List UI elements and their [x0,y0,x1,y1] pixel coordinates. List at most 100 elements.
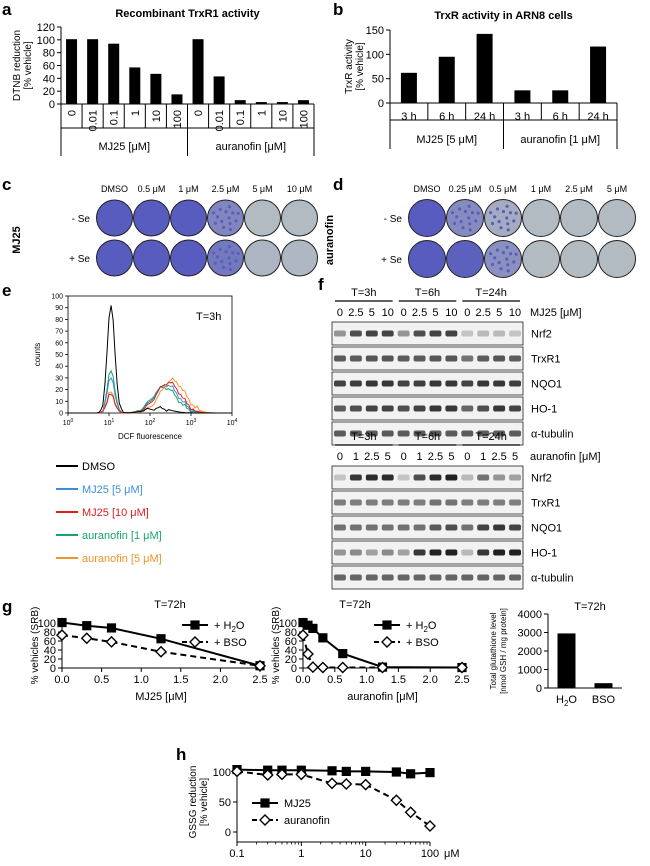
blot-band [397,549,410,556]
blot-band [461,549,474,556]
y-tick-label: 100 [38,618,56,630]
y-tick-label: 0 [536,683,542,695]
blot-dose-label: 5 [448,451,454,463]
x-tick-exponent: 1 [112,418,115,424]
x-tick-label: 10 [360,848,372,860]
blot-band [509,330,521,337]
colony-dot [505,216,509,220]
y-tick-label: 3000 [518,628,542,640]
data-point-auranofin [295,768,308,781]
blot-band [461,430,474,437]
data-point-+ H2O [156,634,166,644]
data-point-auranofin [424,820,436,832]
x-tick-label: 1.5 [391,674,406,686]
blot-dose-label: 0 [337,451,343,463]
blot-band [349,380,362,387]
colony-dot [501,209,506,214]
blot-band [509,355,521,362]
colony-dot [215,255,220,259]
y-tick-label: 0 [378,98,384,110]
panel-label-a: a [2,0,12,19]
colony-dot [220,219,224,224]
colony-dot [506,222,510,226]
row-label: + Se [69,254,90,265]
data-point-+ BSO [105,635,118,648]
bar-3 h [514,90,531,103]
blot-protein-label: TrxR1 [531,498,561,510]
blot-band [477,524,490,531]
bar-BSO [594,683,613,688]
y-tick-label: 120 [37,22,55,34]
histogram-auranofin-5 [68,377,232,414]
y-tick-label: 100 [37,35,55,47]
y-axis-label-line: GSSG reduction [188,766,199,839]
x-tick-label: 0.0 [54,674,69,686]
y-tick-label: 60 [43,61,55,73]
blot-time-label: T=24h [475,287,507,299]
blot-band [445,474,458,481]
condition-label: DMSO [414,184,441,194]
colony-dot [493,215,497,219]
blot-band [413,549,426,556]
side-label: MJ25 [11,226,23,254]
category-label: 0.01 [214,110,226,131]
blot-band [429,355,442,362]
bar-100 [297,100,309,104]
colony-dot [508,211,513,215]
blot-band [493,330,506,337]
x-tick-label: 0.5 [94,674,109,686]
blot-band [477,330,490,337]
side-label: auranofin [324,215,336,265]
well-plate [96,199,133,237]
bar-0.1 [234,100,246,104]
data-point-+ BSO [336,661,349,674]
y-tick-label: 60 [55,340,63,347]
colony-dot [228,221,232,226]
y-tick-label: 0 [59,411,63,418]
y-tick-label: 2000 [518,646,542,658]
blot-band [365,574,378,581]
data-point-+ BSO [297,629,309,642]
well-plate [560,199,598,237]
blot-band [509,474,521,481]
blot-dose-label: 10 [382,307,394,319]
group-label: MJ25 [μM] [98,141,150,153]
blot-protein-label: Nrf2 [531,329,552,341]
y-tick-label: 40 [44,645,56,657]
legend-label: + BSO [406,637,439,649]
blot-band [493,430,506,437]
bar-0.01 [87,39,99,104]
colony-dot [506,263,510,267]
blot-band [349,430,362,437]
y-tick-label: 90 [55,305,63,312]
blot-protein-label: α-tubulin [531,573,573,585]
data-point-+ H2O [106,623,117,633]
panel-label-c: c [2,175,11,194]
category-subscript: 2 [564,699,569,708]
x-tick-label: 0.5 [327,674,342,686]
x-tick-label: 100 [63,418,74,427]
well-plate [408,199,446,237]
y-tick-label: 70 [55,329,63,336]
colony-dot [501,250,506,255]
data-point-+ H2O [82,621,92,631]
legend-marker [381,636,393,648]
bar-24 h [476,33,493,103]
y-axis-label: % vehicles (SRB) [271,607,282,685]
blot-band [429,499,442,506]
blot-band [413,405,426,412]
colony-dot [512,219,516,223]
condition-label: 0.25 μM [449,184,482,194]
blot-band [445,549,458,556]
category-label: 24 h [474,111,495,123]
blot-band [381,405,394,412]
row-label: - Se [72,214,91,225]
category-label: 0 [67,110,79,116]
colony-dot [234,259,238,263]
category-label: 3 h [515,111,530,123]
y-tick-label: 0 [49,99,55,111]
well-plate [133,199,170,237]
blot-treatment-label: MJ25 [μM] [530,307,582,319]
well-plate [484,199,522,237]
x-axis-label: DCF fluorescence [118,432,183,441]
